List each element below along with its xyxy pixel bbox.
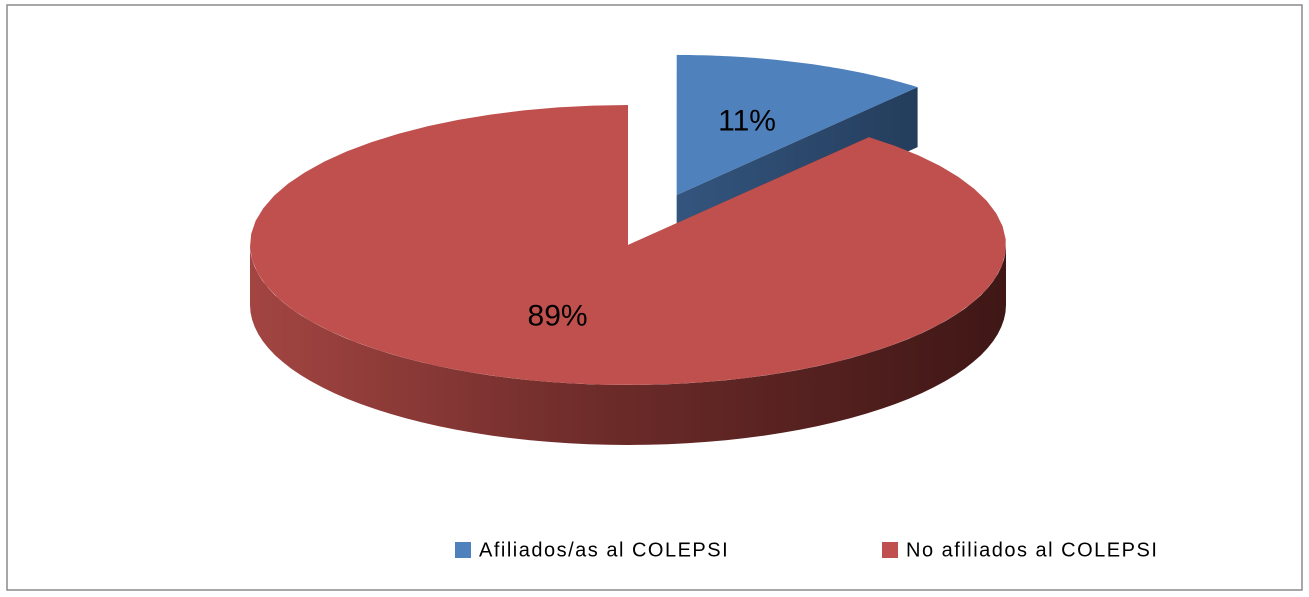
- slice-side: [250, 245, 1006, 445]
- data-label: 89%: [528, 299, 588, 332]
- legend-label: No afiliados al COLEPSI: [906, 539, 1158, 561]
- slice: [676, 54, 918, 195]
- slice: [250, 105, 1006, 385]
- legend-swatch: [455, 542, 471, 558]
- legend-swatch: [882, 542, 898, 558]
- legend-label: Afiliados/as al COLEPSI: [479, 539, 729, 561]
- data-label: 11%: [718, 104, 776, 137]
